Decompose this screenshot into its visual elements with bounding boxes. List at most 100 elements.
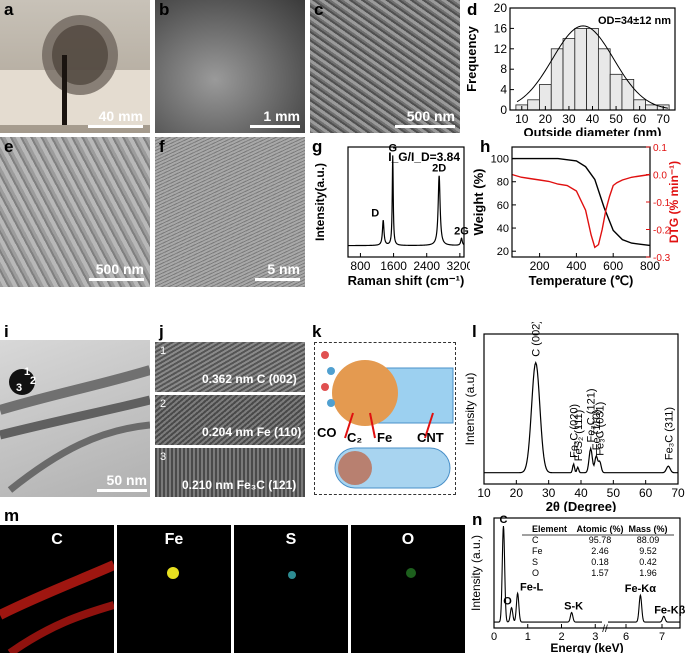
y-tick-label: 8 xyxy=(500,62,507,76)
y-tick-label: 100 xyxy=(491,154,509,166)
raman-line xyxy=(348,155,465,247)
peak-label: Fe (110) xyxy=(591,409,603,450)
scale-bar-c: 500 nm xyxy=(390,108,455,128)
plot-frame xyxy=(493,517,681,629)
histogram-bar xyxy=(574,27,588,111)
x-tick-label: 70 xyxy=(657,112,671,126)
panel-label-l: l xyxy=(472,322,477,341)
panel-label-i: i xyxy=(4,322,9,341)
table-cell: O xyxy=(532,568,539,578)
x-tick-label: 70 xyxy=(671,486,685,500)
y-tick-label: 20 xyxy=(497,246,509,258)
fe-label: Fe xyxy=(377,430,393,445)
o-map-texture xyxy=(406,568,416,578)
plot-frame xyxy=(347,146,465,258)
x-tick-label: 0 xyxy=(491,631,497,643)
scale-bar-f: 5 nm xyxy=(250,261,300,281)
peak-label: Fe₃C (020) xyxy=(569,404,581,458)
table-cell: 9.52 xyxy=(639,546,657,556)
y-axis-label: Weight (%) xyxy=(471,169,486,236)
peak-label: S-K xyxy=(564,600,583,612)
inset-text: 0.204 nm Fe (110) xyxy=(202,425,302,439)
peak-label: 2D xyxy=(432,162,446,174)
table-cell: 1.57 xyxy=(591,568,609,578)
scale-bar-a: 40 mm xyxy=(88,108,143,128)
x-tick-label: 10 xyxy=(477,486,491,500)
x-tick-label: 50 xyxy=(609,112,623,126)
y2-tick-label: 0.1 xyxy=(653,143,667,154)
y-axis-label: Intensity(a.u.) xyxy=(313,163,327,241)
table-cell: S xyxy=(532,557,538,567)
panel-n: n // 0 1 2 3 6 7 C O Fe-L S-K Fe-Kα Fe-Kβ Energy (keV… xyxy=(470,510,685,653)
map-label: Fe xyxy=(164,531,184,548)
table-header: Atomic (%) xyxy=(577,524,624,534)
x-tick-label: 30 xyxy=(542,486,556,500)
marker-3: 3 xyxy=(16,382,23,394)
scale-label: 500 nm xyxy=(95,261,144,277)
histogram-bar xyxy=(621,79,635,111)
table-cell: 0.18 xyxy=(591,557,609,567)
peak-label: O xyxy=(503,596,512,608)
histogram-bar xyxy=(645,104,658,111)
y-axis-label: Intensity (a.u) xyxy=(463,373,477,446)
peak-label: Fe₃C (031) xyxy=(595,402,607,456)
s-map-texture xyxy=(288,571,296,579)
table-cell: C xyxy=(532,535,539,545)
peak-label: C xyxy=(499,514,507,526)
x-axis-label: Temperature (℃) xyxy=(529,273,634,288)
x-tick-label: 800 xyxy=(350,259,370,273)
scale-label: 50 nm xyxy=(106,472,147,488)
scale-bar-e: 500 nm xyxy=(82,261,144,281)
co-label: CO xyxy=(317,425,337,440)
panel-label-n: n xyxy=(472,510,483,529)
inset-text: 0.362 nm C (002) xyxy=(202,372,297,386)
panel-label-k: k xyxy=(312,322,322,341)
panel-label-b: b xyxy=(159,0,170,19)
panel-label-c: c xyxy=(314,0,324,19)
y2-tick-label: 0.0 xyxy=(653,171,667,182)
panel-label-d: d xyxy=(467,0,478,19)
y2-axis-label: DTG (% min⁻¹) xyxy=(667,161,681,243)
peak-label: C (002) xyxy=(531,322,543,357)
y-tick-label: 40 xyxy=(497,223,509,235)
xrd-chart: 10 20 30 40 50 60 70 C (002) Fe₃C (020)FeS₂ (111… xyxy=(463,322,685,512)
scale-bar-i: 50 nm xyxy=(95,472,147,492)
x-tick-label: 40 xyxy=(586,112,600,126)
panel-f: f 5 nm xyxy=(155,137,305,287)
xrd-line xyxy=(484,361,678,474)
eds-map-o: O xyxy=(351,525,465,653)
x-tick-label: 1 xyxy=(525,631,531,643)
peak-label: Fe₃C (121) xyxy=(586,389,598,443)
hrtem-image xyxy=(155,137,305,287)
y-tick-label: 4 xyxy=(500,83,507,97)
y-tick-label: 20 xyxy=(494,1,508,15)
panel-k: k CO C₂ Fe CNT xyxy=(310,322,460,497)
y-tick-label: 60 xyxy=(497,200,509,212)
dtg-line xyxy=(511,173,651,249)
panel-m: C Fe S O xyxy=(0,525,468,653)
panel-label-j: j xyxy=(159,322,164,341)
tem-image xyxy=(0,137,150,287)
inset-number: 3 xyxy=(160,451,167,463)
eds-line xyxy=(494,526,602,623)
weight-line xyxy=(512,157,651,247)
map-label: C xyxy=(51,531,63,548)
panel-d: d 10 20 30 40 50 60 70 0 4 8 12 16 20 Outside diamete… xyxy=(462,0,685,136)
y2-tick-label: -0.1 xyxy=(653,198,671,209)
annotation: OD=34±12 nm xyxy=(598,15,671,27)
peak-label: FeS₂ (111) xyxy=(573,410,585,462)
y2-tick-label: -0.3 xyxy=(653,253,671,264)
x-tick-label: 7 xyxy=(659,631,665,643)
x-tick-label: 40 xyxy=(574,486,588,500)
panel-e: e 500 nm xyxy=(0,137,150,287)
annotation: I_G/I_D=3.84 xyxy=(388,150,460,164)
x-tick-label: 20 xyxy=(510,486,524,500)
eds-map-s: S xyxy=(234,525,348,653)
y2-tick-label: -0.2 xyxy=(653,226,671,237)
peak-label: Fe-Kβ xyxy=(654,604,685,616)
x-axis-label: 2θ (Degree) xyxy=(546,499,617,512)
rolled-film-illustration xyxy=(0,15,150,125)
table-cell: Fe xyxy=(532,546,543,556)
x-tick-label: 3200 xyxy=(447,259,470,273)
panel-h: h 200 400 600 800 20 40 60 80 100 0.1 0.0 -0.1 -0.2 -… xyxy=(470,137,685,297)
